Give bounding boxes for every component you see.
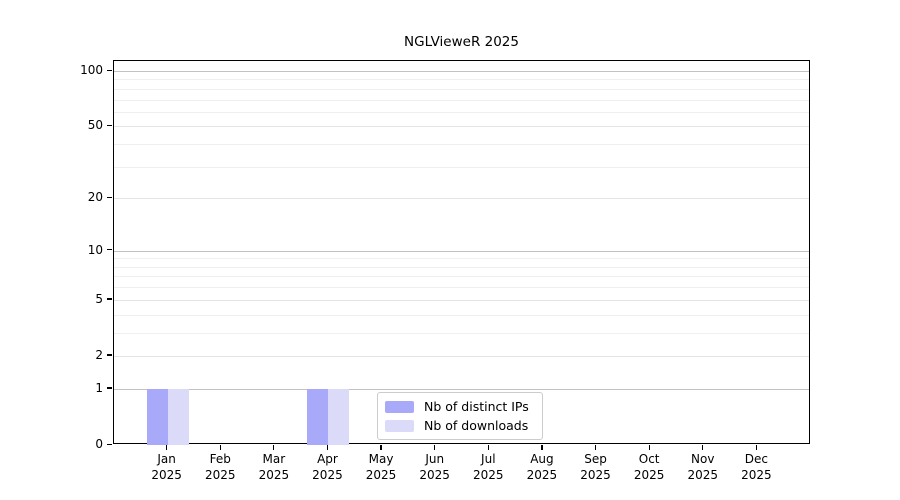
x-tick-label-feb: Feb 2025 [204, 452, 236, 482]
x-tick-label-nov: Nov 2025 [687, 452, 719, 482]
y-tick-50 [107, 124, 112, 127]
bar-downloads-jan [167, 388, 189, 445]
bar-distinct-ips-apr [307, 388, 329, 445]
x-tick-label-apr: Apr 2025 [312, 452, 343, 482]
legend-label-distinct-ips: Nb of distinct IPs [424, 399, 529, 414]
x-tick-label-dec: Dec 2025 [741, 452, 772, 482]
x-tick-mar [273, 445, 275, 450]
legend: Nb of distinct IPs Nb of downloads [377, 392, 543, 440]
gridline-y-3 [114, 332, 809, 334]
y-tick-10 [107, 249, 112, 251]
y-tick-20 [107, 196, 112, 199]
x-tick-apr [326, 445, 329, 450]
x-tick-label-jun: Jun 2025 [419, 452, 450, 482]
bar-downloads-apr [328, 388, 350, 445]
y-tick-label-100: 100 [80, 63, 103, 77]
y-tick-label-0: 0 [95, 437, 103, 451]
bar-distinct-ips-jan [146, 388, 168, 445]
gridline-y-9 [114, 258, 809, 260]
y-tick-label-5: 5 [95, 291, 103, 306]
x-tick-label-aug: Aug 2025 [526, 452, 558, 482]
gridline-y-6 [114, 287, 809, 289]
legend-item-distinct-ips: Nb of distinct IPs [385, 399, 533, 414]
y-tick-label-1: 1 [95, 380, 103, 395]
x-tick-may [380, 445, 382, 450]
gridline-y-4 [114, 314, 809, 316]
gridline-y-80 [114, 88, 809, 90]
gridline-y-2 [114, 355, 809, 357]
gridline-y-60 [114, 111, 809, 113]
legend-swatch-distinct-ips [385, 400, 414, 413]
x-tick-feb [219, 445, 221, 450]
y-tick-2 [107, 354, 112, 356]
gridline-y-5 [114, 299, 809, 301]
x-tick-label-sep: Sep 2025 [580, 452, 611, 482]
y-tick-100 [107, 69, 112, 71]
x-tick-aug [541, 445, 543, 450]
x-tick-label-mar: Mar 2025 [258, 452, 290, 482]
x-tick-label-may: May 2025 [365, 452, 397, 482]
x-tick-jun [434, 445, 436, 450]
y-tick-label-10: 10 [87, 242, 103, 257]
x-tick-dec [755, 445, 758, 450]
y-tick-label-20: 20 [87, 190, 103, 205]
y-tick-label-2: 2 [95, 347, 103, 362]
gridline-y-100 [114, 71, 809, 72]
x-tick-label-jan: Jan 2025 [151, 452, 182, 482]
x-tick-sep [594, 445, 597, 450]
gridline-y-90 [114, 79, 809, 81]
legend-swatch-downloads [385, 419, 414, 432]
y-tick-0 [107, 443, 112, 445]
gridline-y-50 [114, 126, 809, 128]
x-tick-label-jul: Jul 2025 [473, 452, 504, 482]
legend-item-downloads: Nb of downloads [385, 418, 533, 433]
plot-area: Nb of distinct IPs Nb of downloads [113, 60, 810, 445]
gridline-y-8 [114, 266, 809, 268]
x-tick-jan [165, 445, 168, 450]
y-tick-5 [107, 298, 112, 300]
x-tick-oct [648, 445, 650, 450]
chart-title: NGLVieweR 2025 [404, 34, 519, 50]
legend-label-downloads: Nb of downloads [424, 418, 529, 433]
gridline-y-70 [114, 99, 809, 101]
y-tick-label-50: 50 [87, 118, 103, 133]
gridline-y-1 [114, 388, 809, 390]
gridline-y-7 [114, 276, 809, 278]
y-tick-1 [107, 387, 112, 389]
gridline-y-20 [114, 198, 809, 200]
x-tick-jul [487, 445, 489, 450]
gridline-y-40 [114, 144, 809, 146]
x-tick-nov [702, 445, 704, 450]
x-tick-label-oct: Oct 2025 [633, 452, 665, 482]
gridline-y-10 [114, 250, 809, 252]
gridline-y-30 [114, 166, 809, 168]
